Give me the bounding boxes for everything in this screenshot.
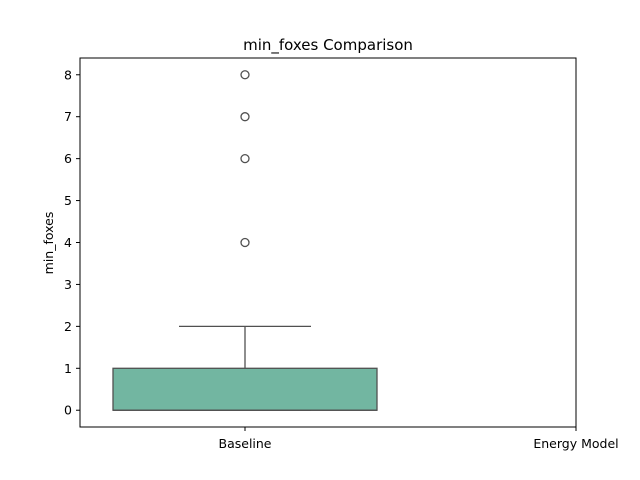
- outlier-point: [240, 70, 250, 80]
- y-tick-label: 6: [64, 151, 72, 166]
- y-tick-label: 2: [64, 319, 72, 334]
- outlier-point: [240, 112, 250, 122]
- chart-title: min_foxes Comparison: [243, 36, 413, 55]
- y-tick-label: 4: [64, 235, 72, 250]
- y-tick-label: 8: [64, 67, 72, 82]
- outlier-point: [240, 153, 250, 164]
- outlier-point: [240, 237, 250, 248]
- y-axis: 0 1 2 3 4 5 6 7 8: [64, 67, 80, 418]
- y-tick-label: 5: [64, 193, 72, 208]
- y-tick-label: 7: [64, 109, 72, 124]
- box-body: [112, 367, 378, 411]
- plot-area: [112, 70, 378, 411]
- y-axis-label: min_foxes: [41, 212, 56, 275]
- x-axis: Baseline Energy Model: [219, 427, 619, 451]
- x-tick-label: Baseline: [219, 436, 272, 451]
- x-tick-label: Energy Model: [533, 436, 618, 451]
- y-tick-label: 0: [64, 403, 72, 418]
- y-tick-label: 1: [64, 361, 72, 376]
- y-tick-label: 3: [64, 277, 72, 292]
